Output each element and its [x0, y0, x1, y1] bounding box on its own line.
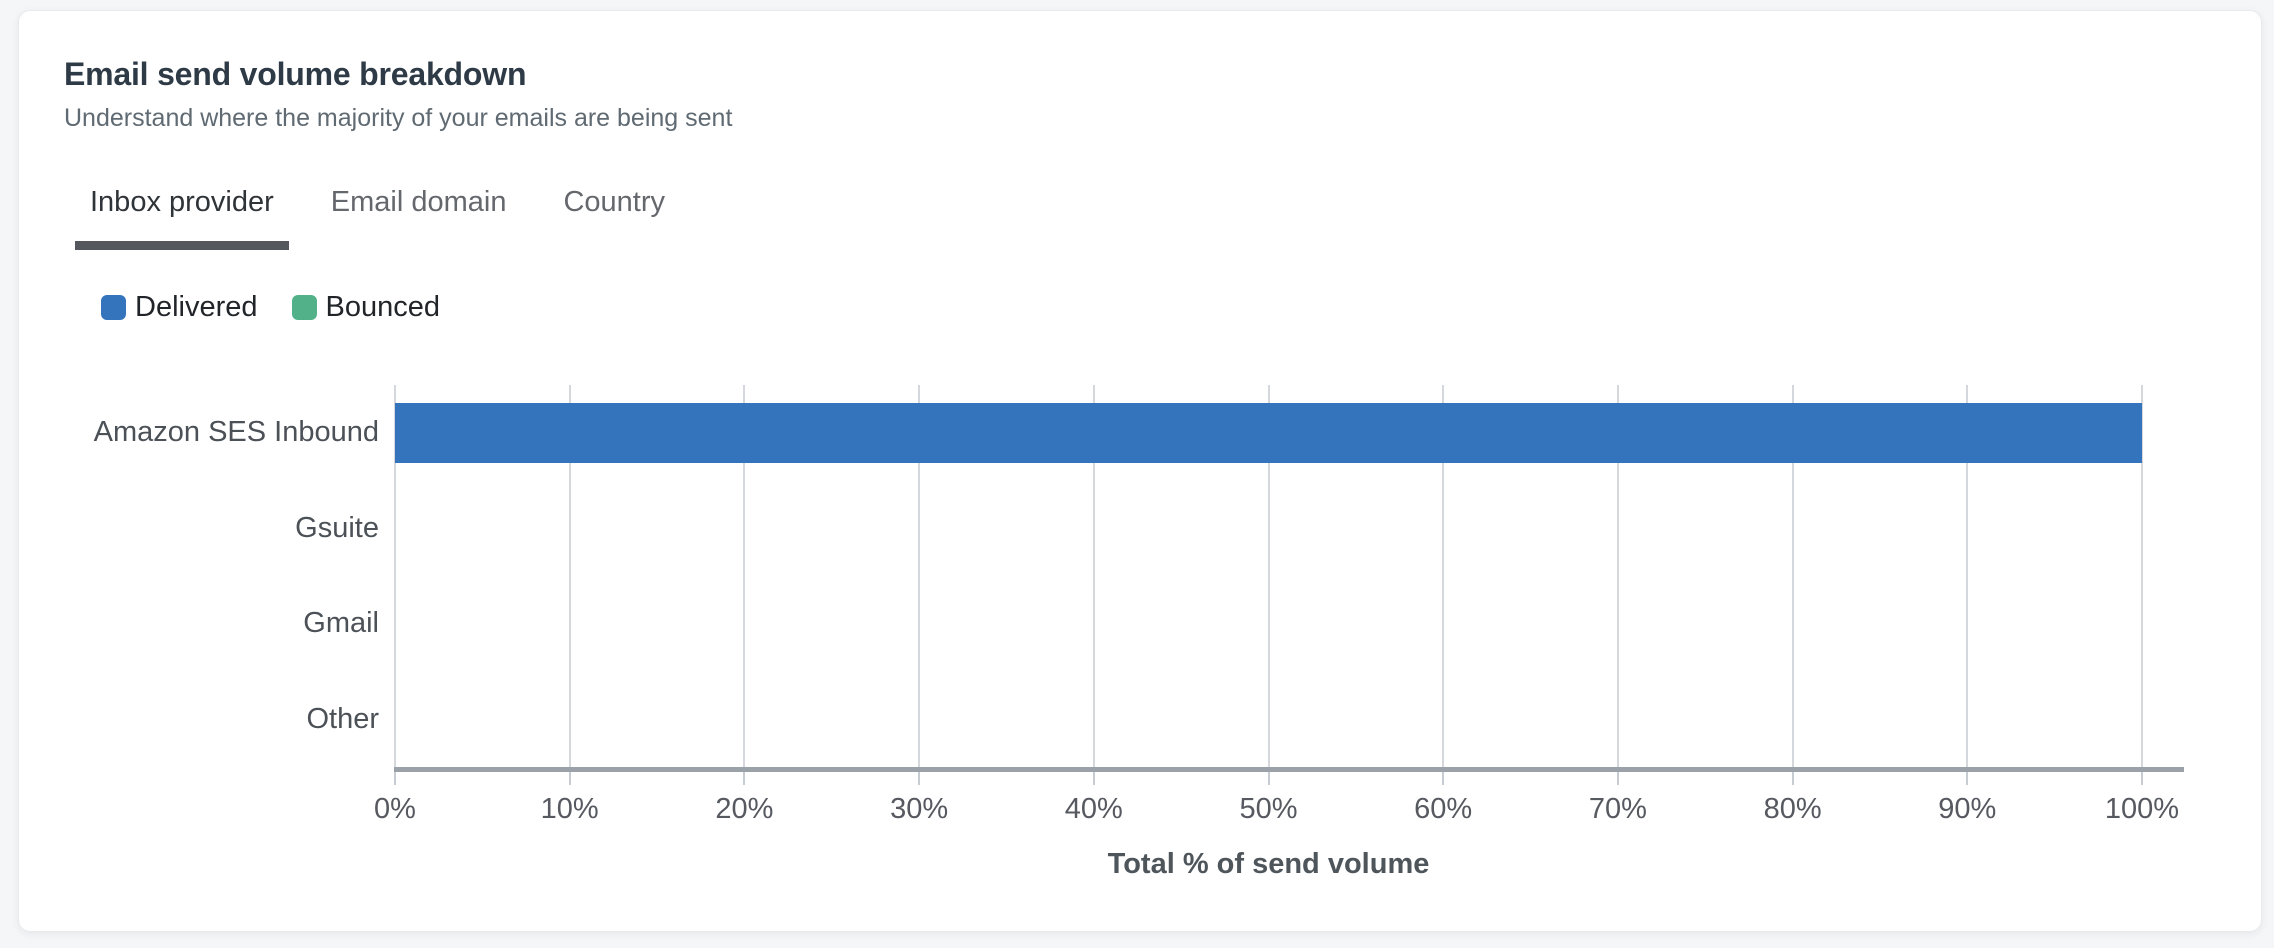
x-tick-label-60%: 60% — [1414, 793, 1473, 825]
bar-delivered-amazon-ses-inbound — [395, 402, 2142, 463]
x-axis-tick-50% — [1267, 772, 1270, 785]
x-axis-line — [394, 767, 2184, 772]
gridline-80% — [1791, 385, 1794, 767]
gridline-50% — [1267, 385, 1270, 767]
delivered-swatch-icon — [101, 294, 126, 320]
email-send-volume-card: Email send volume breakdown Understand w… — [18, 10, 2262, 932]
x-axis-tick-100% — [2141, 772, 2143, 785]
gridline-90% — [1966, 385, 1969, 767]
x-axis-tick-90% — [1966, 772, 1969, 785]
x-tick-label-30%: 30% — [890, 793, 949, 825]
x-axis-tick-40% — [1092, 772, 1095, 785]
x-tick-label-100%: 100% — [2104, 793, 2180, 825]
x-axis-tick-20% — [743, 772, 746, 785]
x-axis-tick-10% — [568, 772, 571, 785]
card-subtitle: Understand where the majority of your em… — [64, 104, 733, 132]
x-tick-label-40%: 40% — [1064, 793, 1123, 825]
legend-item-delivered[interactable]: Delivered — [101, 292, 258, 322]
x-axis-tick-30% — [918, 772, 921, 785]
gridline-20% — [743, 385, 746, 767]
x-tick-label-90%: 90% — [1938, 793, 1997, 825]
x-tick-label-10%: 10% — [540, 793, 599, 825]
tab-email-domain[interactable]: Email domain — [330, 186, 507, 218]
x-axis-tick-70% — [1616, 772, 1619, 785]
x-tick-label-70%: 70% — [1588, 793, 1647, 825]
gridline-30% — [918, 385, 921, 767]
x-axis-tick-80% — [1791, 772, 1794, 785]
legend-item-bounced[interactable]: Bounced — [291, 291, 441, 323]
tab-inbox-provider[interactable]: Inbox provider — [75, 183, 289, 250]
gridline-10% — [568, 385, 571, 767]
gridline-70% — [1616, 385, 1619, 767]
card-title: Email send volume breakdown — [64, 56, 527, 92]
legend-label-bounced: Bounced — [325, 291, 441, 323]
y-axis-labels: Amazon SES Inbound Gsuite Gmail Other — [19, 385, 379, 767]
x-tick-label-80%: 80% — [1763, 793, 1822, 825]
tab-bar: Inbox provider Email domain Country — [75, 183, 680, 250]
gridline-100% — [2141, 385, 2143, 767]
legend-label-delivered: Delivered — [135, 291, 258, 323]
category-label-gmail: Gmail — [303, 607, 379, 640]
category-label-amazon-ses-inbound: Amazon SES Inbound — [93, 416, 379, 449]
gridline-0% — [394, 385, 396, 767]
tab-country[interactable]: Country — [563, 186, 666, 218]
x-tick-label-20%: 20% — [715, 793, 774, 825]
bar-chart-plot-area: 0% 10% 20% 30% 40% 50% 60% 70% 80% 90% 100% Total … — [374, 385, 2184, 880]
x-tick-label-50%: 50% — [1239, 793, 1298, 825]
chart-legend: Delivered Bounced — [101, 292, 440, 322]
x-axis-title: Total % of send volume — [1107, 848, 1430, 880]
category-label-other: Other — [306, 702, 379, 735]
x-axis-tick-0% — [394, 772, 396, 785]
x-axis-tick-60% — [1442, 772, 1445, 785]
x-tick-label-0%: 0% — [374, 793, 416, 825]
category-label-gsuite: Gsuite — [295, 511, 379, 544]
gridline-40% — [1092, 385, 1095, 767]
bounced-swatch-icon — [291, 294, 317, 320]
gridline-60% — [1442, 385, 1445, 767]
